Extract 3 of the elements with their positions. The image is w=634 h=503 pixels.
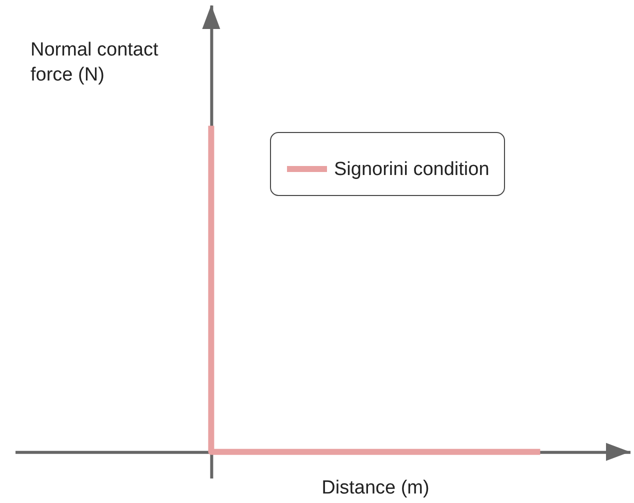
x-axis-title: Distance (m) [322,477,430,498]
legend-label: Signorini condition [334,159,490,180]
y-axis-title: Normal contact force (N) [30,40,159,86]
